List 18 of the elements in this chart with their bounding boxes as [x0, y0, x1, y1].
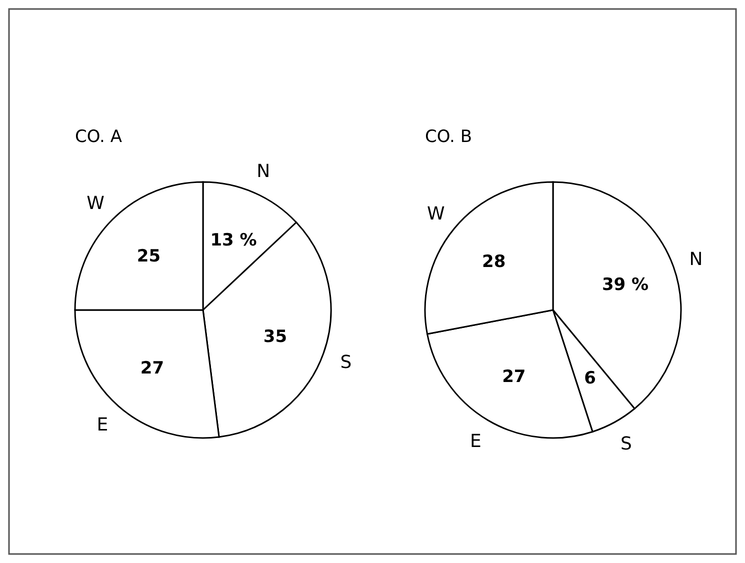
- data-label: 28: [482, 252, 506, 272]
- slice-label: S: [620, 434, 632, 454]
- data-label: 27: [502, 367, 526, 388]
- slice-label: N: [256, 160, 270, 182]
- data-label: 27: [140, 358, 164, 379]
- chart-title: CO. A: [75, 127, 122, 147]
- chart-title: CO. B: [425, 127, 472, 147]
- slice-label: S: [340, 352, 352, 373]
- data-label: 25: [136, 246, 161, 267]
- slice-label: E: [96, 414, 108, 436]
- slice-label: N: [689, 248, 703, 270]
- slice-label: E: [470, 431, 482, 452]
- slice-label: W: [426, 203, 445, 224]
- data-label: 13 %: [210, 230, 257, 250]
- slice-label: W: [86, 192, 105, 214]
- data-label: 35: [263, 326, 288, 347]
- data-label: 6: [584, 368, 596, 388]
- data-label: 39 %: [602, 274, 649, 295]
